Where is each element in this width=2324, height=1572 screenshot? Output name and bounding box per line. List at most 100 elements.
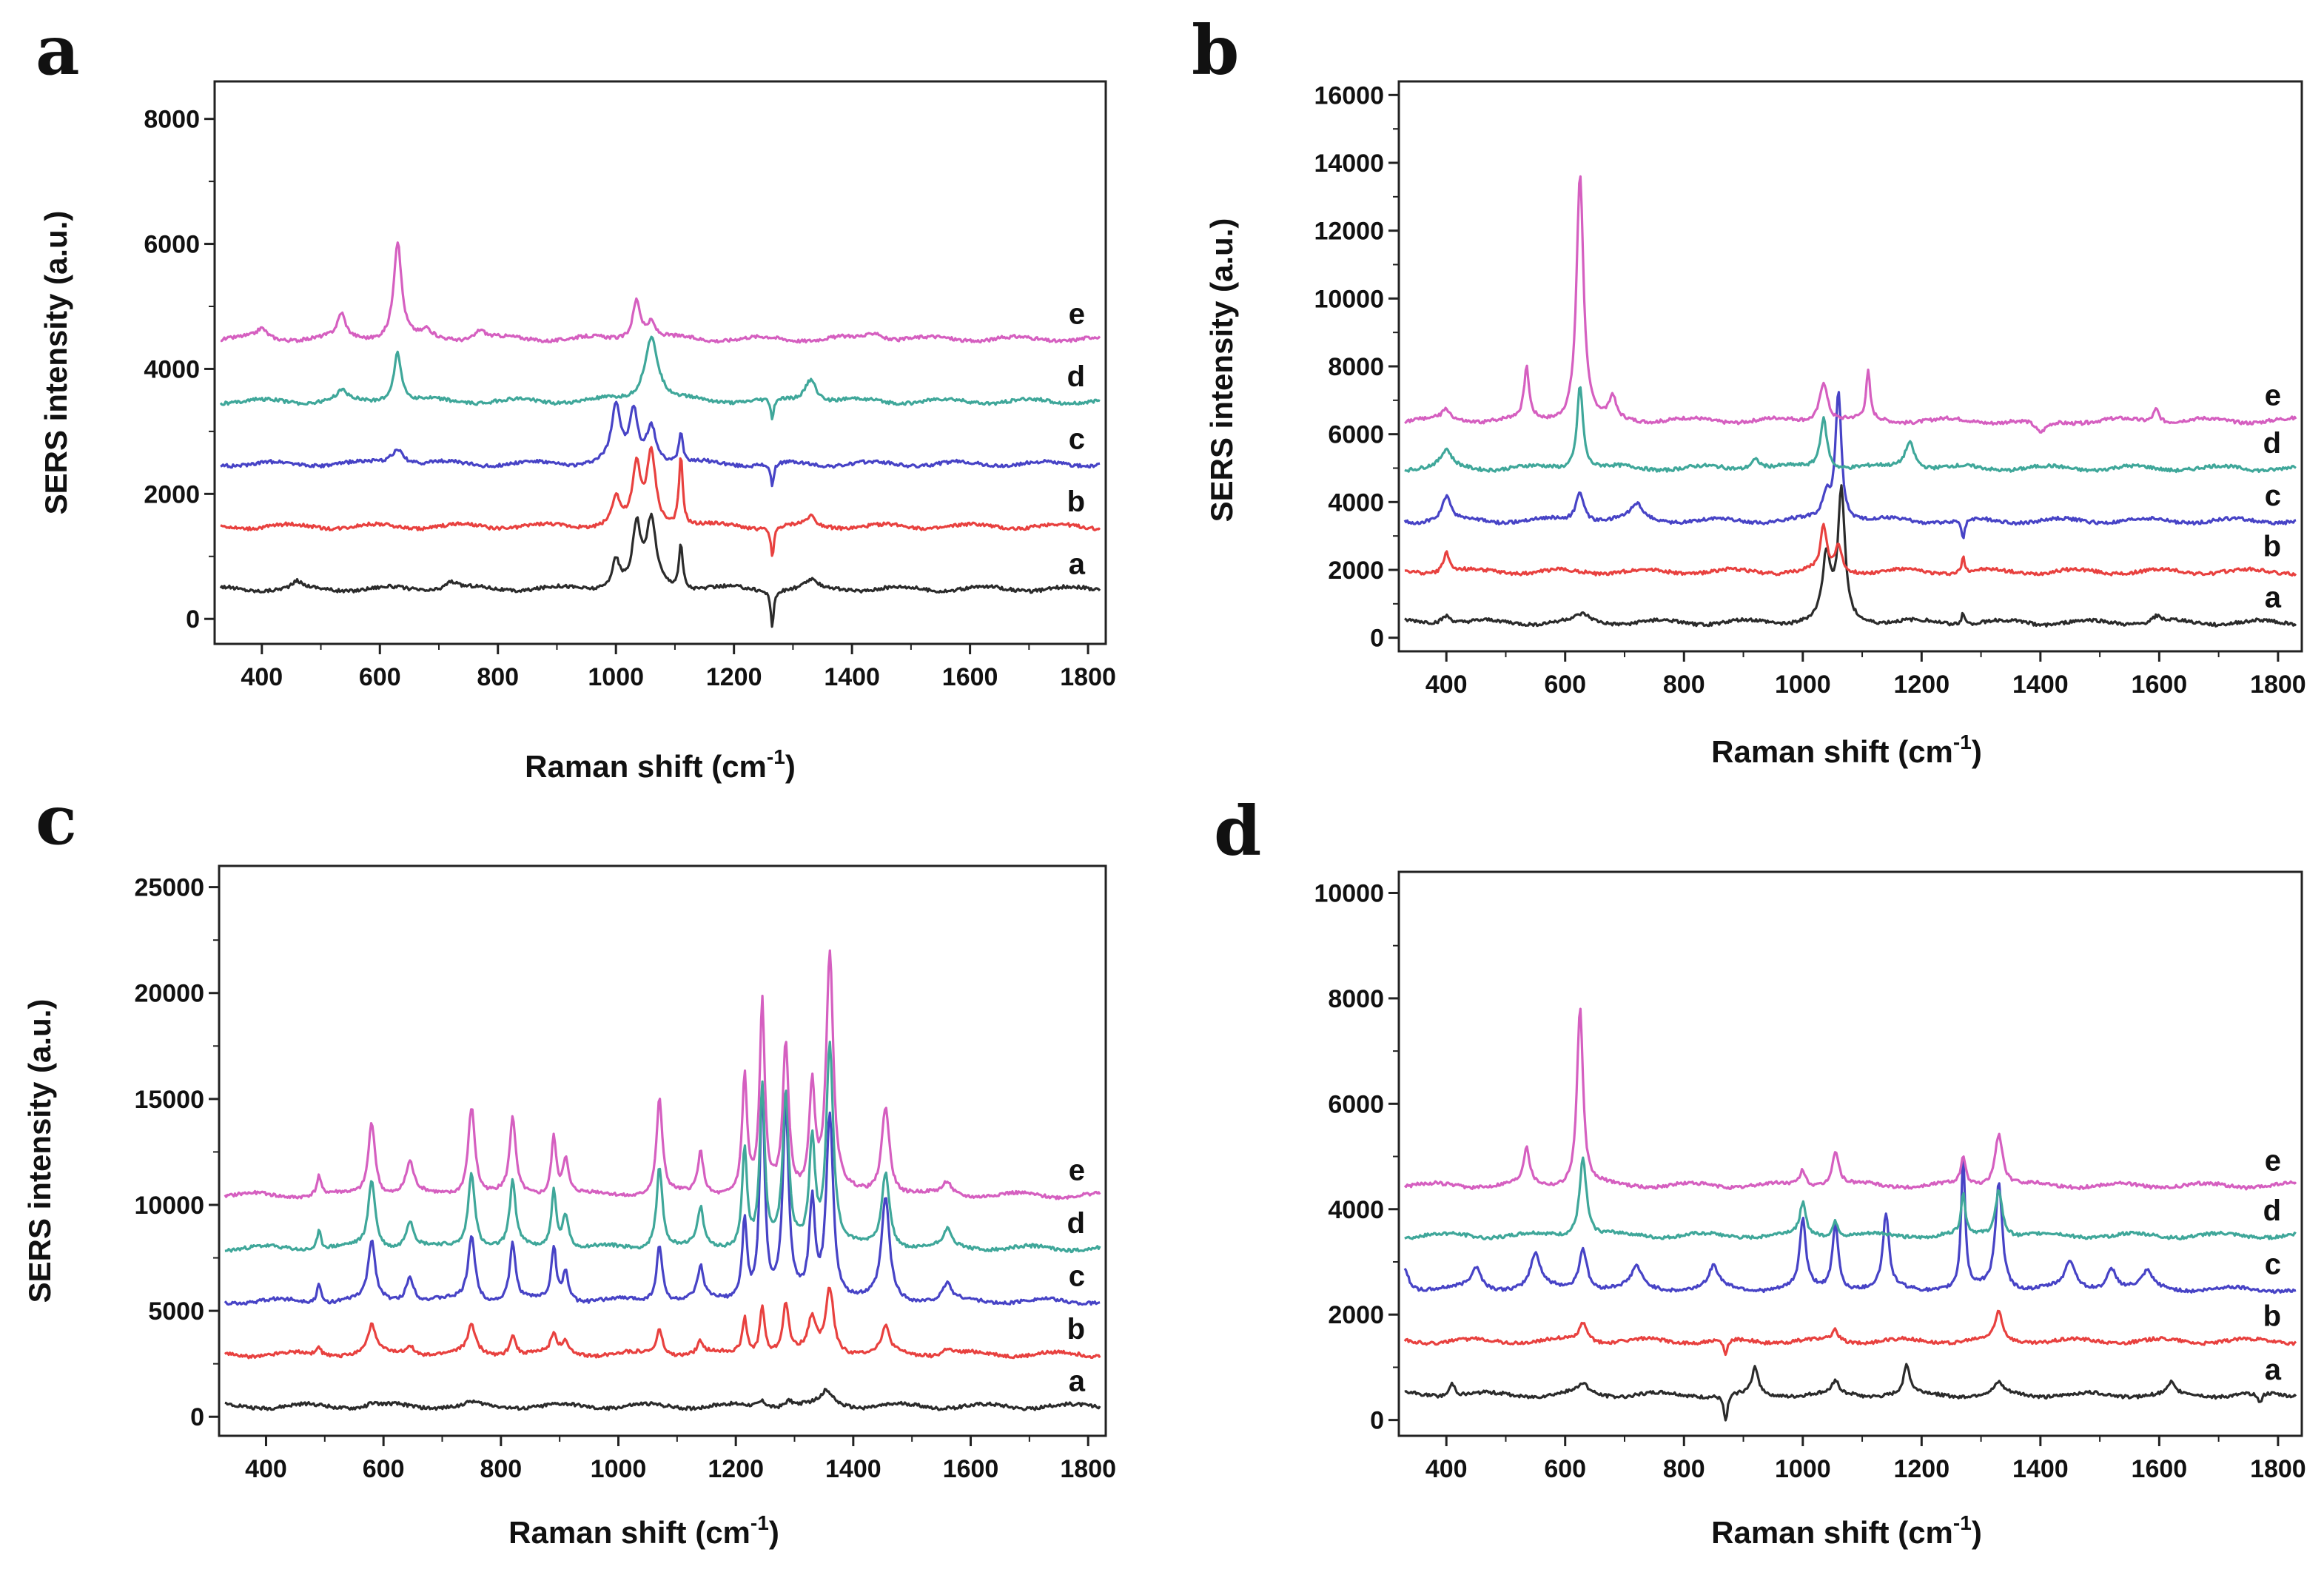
x-tick-label: 1200: [706, 663, 762, 691]
y-tick-label: 12000: [1314, 218, 1384, 246]
series-c-label: c: [2265, 480, 2281, 512]
y-tick-label: 25000: [134, 874, 204, 902]
y-axis-title: SERS intensity (a.u.): [38, 211, 73, 515]
series-b-label: b: [2263, 1300, 2281, 1333]
x-axis-title: Raman shift (cm-1): [508, 1511, 779, 1550]
series-e-label: e: [2265, 1144, 2281, 1177]
y-tick-label: 20000: [134, 980, 204, 1008]
y-tick-label: 10000: [1314, 285, 1384, 313]
series-c-label: c: [1069, 1260, 1085, 1293]
panel-letter: b: [1192, 10, 1239, 90]
x-tick-label: 1800: [2250, 1455, 2306, 1483]
y-tick-label: 2000: [144, 480, 200, 508]
y-tick-label: 0: [1370, 1407, 1384, 1435]
x-tick-label: 1200: [1893, 671, 1949, 699]
y-tick-label: 0: [186, 605, 200, 634]
x-tick-label: 600: [363, 1455, 405, 1483]
panel-letter: c: [36, 780, 77, 860]
panel-c: c 400 600 800 1000 1200 1400 1600 1800 0 5000 10000…: [22, 780, 1116, 1550]
x-axis-title-close: ): [1972, 1515, 1982, 1550]
x-tick-label: 1600: [943, 1455, 999, 1483]
series-d-line: [1404, 386, 2297, 474]
plot-frame: [213, 80, 1107, 645]
x-tick-label: 400: [1425, 1455, 1468, 1483]
series-e-line: [1404, 175, 2297, 434]
series-d-line: [224, 1041, 1101, 1254]
series-b-label: b: [2263, 531, 2281, 563]
series-d-line: [1404, 1156, 2297, 1241]
x-axis-title-close: ): [769, 1515, 779, 1550]
series-d-line: [219, 335, 1101, 421]
x-tick-label: 1000: [1775, 671, 1831, 699]
x-tick-label: 1600: [2132, 671, 2188, 699]
series-e-label: e: [1069, 1154, 1085, 1186]
x-tick-label: 800: [1663, 671, 1705, 699]
x-axis-title-text: Raman shift (cm: [1711, 1515, 1953, 1550]
y-tick-label: 4000: [144, 355, 200, 383]
y-tick-label: 4000: [1328, 1196, 1384, 1224]
series-b-line: [224, 1286, 1101, 1360]
series-c-line: [224, 1082, 1101, 1306]
plot-frame: [218, 864, 1107, 1437]
x-tick-label: 1600: [2132, 1455, 2188, 1483]
x-tick-label: 1200: [1893, 1455, 1949, 1483]
x-tick-label: 1000: [1775, 1455, 1831, 1483]
y-tick-label: 2000: [1328, 1301, 1384, 1329]
series-b-label: b: [1067, 1313, 1085, 1346]
y-tick-label: 2000: [1328, 557, 1384, 585]
x-axis-title-sup: -1: [1953, 1511, 1972, 1534]
x-tick-label: 400: [245, 1455, 287, 1483]
series-a-label: a: [1069, 548, 1086, 580]
series-d-label: d: [2263, 1195, 2281, 1227]
y-tick-label: 6000: [1328, 1090, 1384, 1118]
y-tick-label: 5000: [148, 1297, 204, 1326]
series-d-label: d: [1067, 360, 1085, 393]
x-tick-label: 800: [480, 1455, 522, 1483]
series-e-line: [224, 949, 1101, 1200]
panel-letter: d: [1214, 791, 1261, 871]
series-c-line: [1403, 1158, 2297, 1294]
x-tick-label: 1800: [2250, 671, 2306, 699]
series-a-label: a: [1069, 1365, 1086, 1397]
x-axis-title: Raman shift (cm-1): [1711, 730, 1982, 769]
y-tick-label: 0: [1370, 625, 1384, 653]
panel-letter: a: [36, 10, 80, 90]
series-a-line: [1404, 484, 2297, 628]
panel-a: a 400 600 800 1000 1200 1400 1600 1800 0 2000 4000 6…: [36, 10, 1116, 784]
y-tick-label: 8000: [1328, 985, 1384, 1013]
plot-frame: [1397, 80, 2303, 653]
x-tick-label: 400: [1425, 671, 1468, 699]
x-tick-label: 600: [1544, 671, 1586, 699]
y-tick-label: 4000: [1328, 488, 1384, 517]
x-tick-label: 1000: [591, 1455, 647, 1483]
series-c-line: [1403, 391, 2297, 540]
y-tick-label: 10000: [1314, 879, 1384, 907]
series-a-label: a: [2265, 581, 2282, 614]
series-d-label: d: [2263, 427, 2281, 460]
x-axis-title-close: ): [785, 749, 796, 784]
series-e-line: [1403, 1007, 2297, 1191]
x-axis-title: Raman shift (cm-1): [1711, 1511, 1982, 1550]
series-a-line: [219, 512, 1101, 628]
x-axis-title-sup: -1: [767, 745, 785, 768]
y-tick-label: 16000: [1314, 81, 1384, 110]
y-axis-title: SERS intensity (a.u.): [1204, 218, 1239, 523]
y-tick-label: 0: [190, 1403, 204, 1431]
y-tick-label: 15000: [134, 1086, 204, 1114]
x-axis-title-close: ): [1972, 734, 1982, 769]
plot-frame: [1397, 870, 2303, 1437]
x-axis-title-text: Raman shift (cm: [525, 749, 767, 784]
x-tick-label: 1200: [708, 1455, 764, 1483]
y-tick-label: 10000: [134, 1192, 204, 1220]
series-d-label: d: [1067, 1207, 1085, 1240]
series-b-line: [220, 446, 1101, 557]
x-tick-label: 600: [359, 663, 401, 691]
x-axis-title-text: Raman shift (cm: [508, 1515, 750, 1550]
x-axis-title-text: Raman shift (cm: [1711, 734, 1953, 769]
x-tick-label: 1400: [2012, 671, 2069, 699]
x-tick-label: 1400: [824, 663, 880, 691]
series-a-line: [224, 1388, 1101, 1411]
x-axis-title: Raman shift (cm-1): [525, 745, 796, 784]
x-axis-title-sup: -1: [1953, 730, 1972, 753]
